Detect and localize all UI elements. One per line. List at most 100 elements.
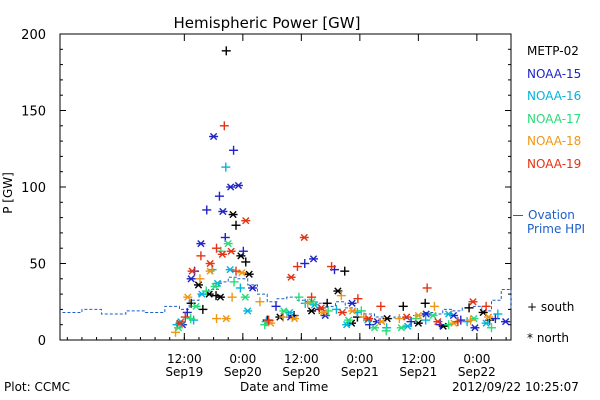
north-mark-stroke <box>290 314 299 323</box>
x-tick-label-time: 0:00 <box>346 352 373 366</box>
point-metp-02 <box>307 307 317 315</box>
north-mark-stroke <box>234 181 243 190</box>
x-tick-label-time: 12:00 <box>167 352 202 366</box>
north-mark-stroke <box>344 316 353 324</box>
north-mark-stroke <box>482 319 490 327</box>
point-noaa-19 <box>219 121 229 131</box>
north-mark-stroke <box>198 290 206 298</box>
north-mark-stroke <box>205 290 213 298</box>
point-noaa-18 <box>227 292 237 302</box>
point-noaa-15 <box>271 301 281 311</box>
point-metp-02 <box>322 298 332 308</box>
north-mark-stroke <box>469 298 477 306</box>
point-metp-02 <box>231 220 241 230</box>
north-mark-stroke <box>414 311 423 320</box>
point-metp-02 <box>221 46 231 56</box>
point-noaa-15 <box>182 307 192 317</box>
point-noaa-15 <box>347 299 357 307</box>
point-noaa-19 <box>241 217 251 225</box>
x-tick-label-time: 0:00 <box>463 352 490 366</box>
point-noaa-19 <box>175 319 185 327</box>
north-mark-stroke <box>245 270 253 278</box>
north-mark-stroke <box>471 324 479 332</box>
north-mark-stroke <box>370 324 379 332</box>
north-mark-stroke <box>227 247 235 255</box>
x-axis-label: Date and Time <box>240 380 329 394</box>
north-mark-stroke <box>414 319 423 327</box>
x-tick-labels: 12:00Sep190:00Sep2012:00Sep200:00Sep2112… <box>165 352 495 379</box>
point-noaa-17 <box>210 282 220 291</box>
point-noaa-17 <box>191 302 201 310</box>
legend-item-noaa-17: NOAA-17 <box>527 111 582 126</box>
north-mark-stroke <box>206 259 214 268</box>
point-noaa-19 <box>422 283 432 293</box>
north-mark-stroke <box>317 304 325 312</box>
point-noaa-17 <box>486 323 496 333</box>
north-mark-stroke <box>244 307 252 315</box>
x-tick-label-date: Sep22 <box>458 365 496 379</box>
point-noaa-19 <box>337 308 347 317</box>
point-noaa-15 <box>309 255 319 263</box>
point-noaa-19 <box>180 312 190 322</box>
point-metp-02 <box>236 252 246 260</box>
north-mark-stroke <box>334 287 342 295</box>
ovation-label-line2: Prime HPI <box>527 222 585 236</box>
point-noaa-19 <box>292 262 302 272</box>
axis-ticks <box>60 33 511 341</box>
point-noaa-19 <box>187 267 197 275</box>
point-metp-02 <box>333 287 343 295</box>
north-mark-stroke <box>484 313 493 321</box>
point-noaa-17 <box>260 320 270 330</box>
north-mark-stroke <box>449 311 458 320</box>
legend-north-symbol: * north <box>527 331 570 345</box>
point-noaa-18 <box>212 314 222 324</box>
point-noaa-19 <box>316 304 326 312</box>
point-noaa-17 <box>173 324 183 332</box>
north-mark-stroke <box>422 310 430 318</box>
point-noaa-17 <box>344 316 354 324</box>
north-mark-stroke <box>241 293 249 301</box>
north-mark-stroke <box>248 284 257 292</box>
point-metp-02 <box>228 210 238 219</box>
point-noaa-16 <box>221 162 231 172</box>
point-noaa-18 <box>195 274 205 284</box>
point-noaa-17 <box>396 324 406 332</box>
point-noaa-19 <box>231 266 241 276</box>
point-noaa-16 <box>235 283 245 293</box>
north-mark-stroke <box>222 314 230 323</box>
point-noaa-15 <box>229 145 239 155</box>
north-mark-stroke <box>319 308 327 317</box>
data-markers <box>171 46 511 337</box>
north-mark-stroke <box>321 311 329 320</box>
point-noaa-18 <box>303 298 313 308</box>
north-mark-stroke <box>383 314 391 323</box>
north-mark-stroke <box>338 308 346 317</box>
point-noaa-15 <box>501 317 511 326</box>
point-noaa-18 <box>171 327 181 337</box>
point-noaa-15 <box>233 181 243 190</box>
plot-timestamp: 2012/09/22 10:25:07 <box>452 380 579 394</box>
chart-title: Hemispheric Power [GW] <box>174 14 361 32</box>
point-noaa-16 <box>493 309 503 319</box>
point-noaa-15 <box>248 284 258 292</box>
north-mark-stroke <box>224 239 232 248</box>
point-noaa-16 <box>444 310 454 318</box>
point-noaa-15 <box>186 275 196 283</box>
north-mark-stroke <box>287 273 295 281</box>
point-noaa-18 <box>429 301 439 311</box>
point-noaa-16 <box>421 315 431 325</box>
north-mark-stroke <box>187 275 195 283</box>
point-noaa-18 <box>377 317 387 326</box>
north-mark-stroke <box>266 319 275 327</box>
point-noaa-18 <box>336 291 346 301</box>
north-mark-stroke <box>206 267 214 275</box>
point-noaa-16 <box>342 321 352 329</box>
point-noaa-18 <box>318 308 328 317</box>
y-tick-labels: 0 50 100 150 200 <box>21 28 46 349</box>
north-mark-stroke <box>216 293 225 301</box>
north-mark-stroke <box>429 311 437 320</box>
north-mark-stroke <box>229 210 237 219</box>
x-tick-label-date: Sep20 <box>282 365 320 379</box>
north-mark-stroke <box>238 269 246 277</box>
legend-item-noaa-19: NOAA-19 <box>527 156 582 171</box>
